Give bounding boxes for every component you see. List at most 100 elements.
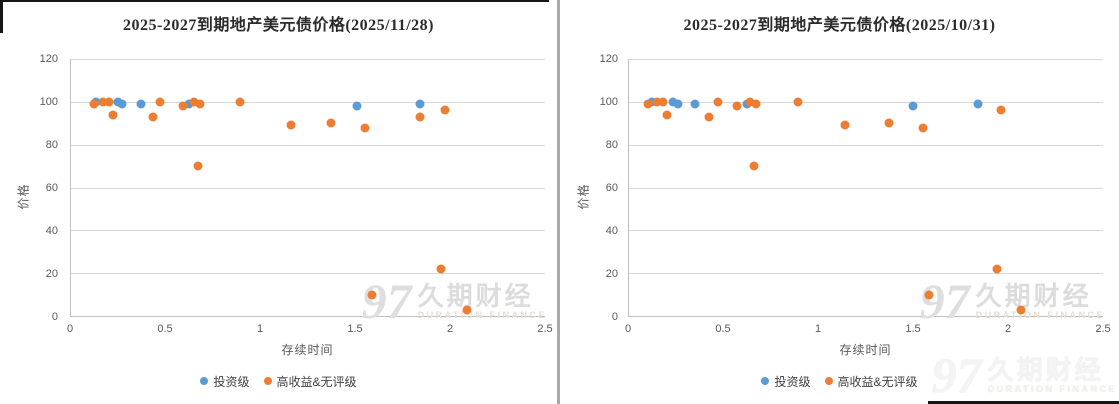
y-tick-label: 60 <box>45 182 58 194</box>
data-point <box>195 99 205 109</box>
data-point <box>104 97 114 107</box>
data-point <box>178 101 188 111</box>
x-axis-title: 存续时间 <box>281 343 334 357</box>
data-point <box>840 120 850 130</box>
y-tick-label: 40 <box>605 225 618 237</box>
data-point <box>884 118 894 128</box>
y-tick-label: 40 <box>45 225 58 237</box>
legend-label: 投资级 <box>213 374 250 389</box>
x-axis-tick-labels: 0 0.5 1 1.5 2 2.5 <box>625 323 1111 337</box>
data-point <box>996 105 1006 115</box>
screen-edge-top <box>0 0 549 2</box>
x-tick-label: 2 <box>446 323 454 335</box>
x-tick-label: 0.5 <box>157 323 173 335</box>
x-tick-label: 0 <box>66 323 74 335</box>
data-point <box>1016 305 1026 315</box>
x-tick-label: 2 <box>1004 323 1012 335</box>
legend: 投资级 高收益&无评级 <box>0 372 557 390</box>
data-point <box>117 99 127 109</box>
watermark: 97 久期财经 DURATION FINANCE <box>920 276 1105 326</box>
gridline <box>71 230 545 232</box>
legend: 投资级 高收益&无评级 <box>560 372 1119 390</box>
legend-item: 高收益&无评级 <box>263 373 357 390</box>
data-point <box>908 101 918 111</box>
legend-label: 投资级 <box>774 374 811 389</box>
y-tick-label: 0 <box>611 311 618 323</box>
x-tick-label: 1.5 <box>905 323 921 335</box>
gridline <box>71 187 545 189</box>
data-point <box>415 99 425 109</box>
y-tick-label: 120 <box>39 53 58 65</box>
panel-divider <box>557 0 560 404</box>
gridline <box>71 59 545 60</box>
data-point <box>440 105 449 115</box>
data-point <box>360 123 370 133</box>
watermark-subtitle: DURATION FINANCE <box>975 309 1105 320</box>
watermark-name: 久期财经 <box>975 280 1092 311</box>
gridline <box>629 101 1103 103</box>
data-point <box>673 99 683 109</box>
data-point <box>643 99 653 109</box>
x-tick-label: 1 <box>814 323 822 335</box>
chart-panel-1031: 2025-2027到期地产美元债价格(2025/10/31) 价格 0 20 40 6… <box>560 0 1119 404</box>
x-tick-label: 2.5 <box>537 323 553 335</box>
x-tick-label: 1.5 <box>347 323 363 335</box>
data-point <box>462 305 472 315</box>
data-point <box>992 264 1002 274</box>
watermark-97-logo: 97 <box>919 273 970 329</box>
y-axis-tick-labels: 0 20 40 60 80 100 120 <box>578 53 624 323</box>
y-tick-label: 20 <box>605 268 618 280</box>
data-point <box>415 112 425 122</box>
data-point <box>89 99 99 109</box>
data-point <box>193 161 203 171</box>
chart-title: 2025-2027到期地产美元债价格(2025/11/28) <box>123 17 434 34</box>
data-point <box>713 97 723 107</box>
data-point <box>751 99 761 109</box>
watermark-name: 久期财经 <box>417 280 534 311</box>
chart-title: 2025-2027到期地产美元债价格(2025/10/31) <box>683 17 996 34</box>
data-point <box>924 290 934 300</box>
gridline <box>629 230 1103 232</box>
y-tick-label: 80 <box>605 139 618 151</box>
plot-area: 97 久期财经 DURATION FINANCE <box>70 59 545 326</box>
y-tick-label: 100 <box>39 96 58 108</box>
data-point <box>436 264 446 274</box>
data-point <box>235 97 245 107</box>
chart-panel-1128: 2025-2027到期地产美元债价格(2025/11/28) 价格 0 20 40 6… <box>0 0 557 404</box>
legend-marker-icon <box>263 377 272 385</box>
data-point <box>745 97 755 107</box>
data-point <box>658 97 668 107</box>
legend-label: 高收益&无评级 <box>276 374 357 389</box>
data-point <box>184 99 194 109</box>
y-tick-label: 100 <box>599 96 618 108</box>
legend-marker-icon <box>824 377 833 385</box>
x-axis-tick-labels: 0 0.5 1 1.5 2 2.5 <box>66 323 553 337</box>
data-point <box>367 290 377 300</box>
legend-label: 高收益&无评级 <box>837 374 918 389</box>
data-point <box>662 110 672 120</box>
plot-area: 97 久期财经 DURATION FINANCE <box>628 59 1103 326</box>
data-point <box>136 99 146 109</box>
data-point <box>704 112 714 122</box>
x-tick-label: 1 <box>256 323 264 335</box>
data-point <box>189 97 199 107</box>
x-axis-title: 存续时间 <box>839 343 892 357</box>
screen-edge-bottom <box>928 401 1119 404</box>
data-point <box>749 161 759 171</box>
gridline <box>629 59 1103 60</box>
data-point <box>148 112 158 122</box>
watermark-97-logo: 97 <box>361 273 412 329</box>
data-point <box>155 97 165 107</box>
data-point <box>668 97 678 107</box>
data-point <box>793 97 803 107</box>
watermark-subtitle: DURATION FINANCE <box>417 309 547 320</box>
data-point <box>732 101 742 111</box>
legend-marker-icon <box>200 377 209 385</box>
gridline <box>71 101 545 103</box>
legend-item: 投资级 <box>761 373 811 390</box>
y-tick-label: 20 <box>45 268 58 280</box>
gridline <box>629 273 1103 275</box>
data-point <box>286 120 296 130</box>
y-tick-label: 60 <box>605 182 618 194</box>
